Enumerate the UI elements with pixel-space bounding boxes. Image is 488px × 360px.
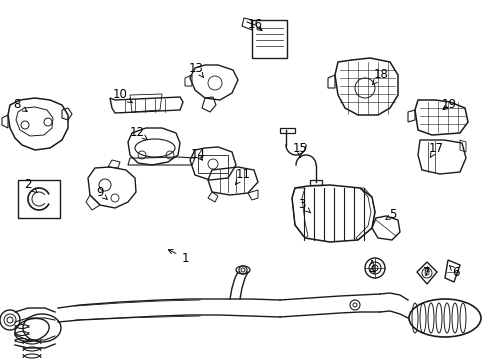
Bar (18, 180, 60, 218)
Text: 5: 5 (385, 208, 396, 221)
Bar (198, 155, 227, 173)
Text: 1: 1 (168, 250, 188, 265)
Text: 10: 10 (112, 89, 132, 103)
Text: 7: 7 (423, 266, 430, 279)
Text: 13: 13 (188, 62, 203, 77)
Text: 4: 4 (367, 261, 375, 276)
Text: 11: 11 (235, 168, 250, 184)
Text: 15: 15 (292, 141, 307, 157)
Text: 14: 14 (190, 148, 205, 162)
Text: 18: 18 (372, 68, 387, 85)
Bar (251, 20, 286, 58)
Text: 6: 6 (448, 265, 459, 279)
Text: 17: 17 (427, 141, 443, 157)
Text: 3: 3 (298, 198, 310, 213)
Text: 2: 2 (24, 179, 37, 193)
Text: 12: 12 (129, 126, 147, 140)
Text: 19: 19 (441, 99, 456, 112)
Text: 9: 9 (96, 186, 107, 199)
Text: 16: 16 (247, 18, 262, 31)
Text: 8: 8 (13, 99, 27, 112)
